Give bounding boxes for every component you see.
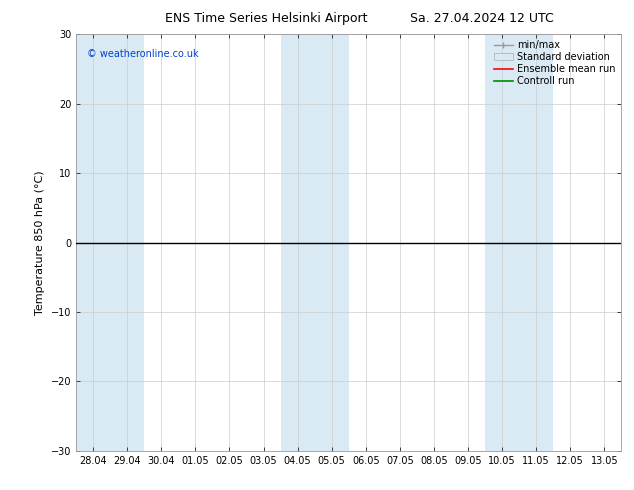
- Bar: [280, 34, 349, 451]
- Y-axis label: Temperature 850 hPa (°C): Temperature 850 hPa (°C): [35, 170, 45, 315]
- Text: © weatheronline.co.uk: © weatheronline.co.uk: [87, 49, 198, 59]
- Legend: min/max, Standard deviation, Ensemble mean run, Controll run: min/max, Standard deviation, Ensemble me…: [489, 36, 619, 90]
- Text: ENS Time Series Helsinki Airport: ENS Time Series Helsinki Airport: [165, 12, 368, 25]
- Bar: [76, 34, 144, 451]
- Text: Sa. 27.04.2024 12 UTC: Sa. 27.04.2024 12 UTC: [410, 12, 553, 25]
- Bar: [485, 34, 553, 451]
